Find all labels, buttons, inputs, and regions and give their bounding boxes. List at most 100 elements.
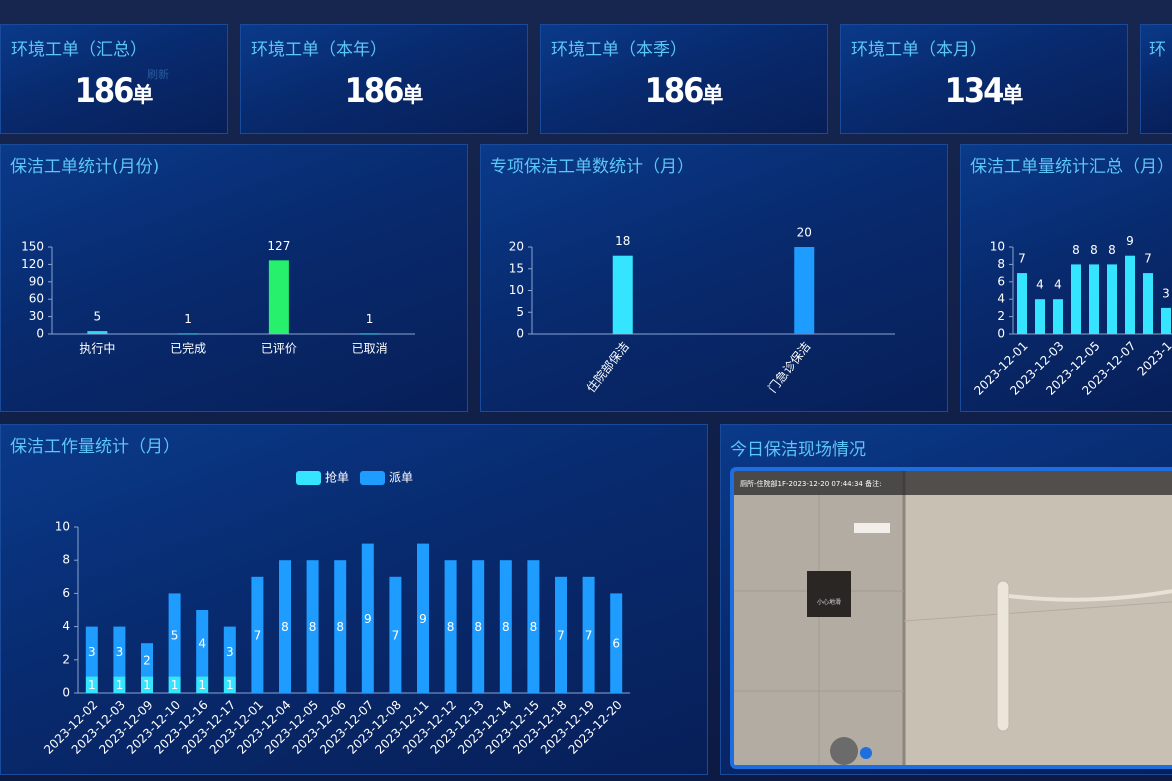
y-tick-label: 0 (997, 327, 1005, 341)
value-label: 7 (254, 628, 262, 642)
value-label: 5 (94, 310, 102, 324)
card: 环境工单（汇总） 刷新 186单 (0, 24, 228, 134)
bar (87, 331, 108, 334)
bar (268, 260, 289, 334)
y-tick-label: 6 (62, 586, 70, 600)
value-label: 1 (198, 678, 206, 692)
bar (1125, 255, 1135, 334)
value-label: 1 (88, 678, 96, 692)
bar-segment (417, 543, 429, 693)
y-tick-label: 10 (55, 520, 70, 534)
value-label: 1 (366, 312, 374, 326)
y-tick-label: 8 (62, 553, 70, 567)
y-tick-label: 150 (21, 240, 44, 254)
bar-segment (223, 626, 236, 677)
card-title: 环 (1149, 40, 1166, 60)
bar-segment (168, 593, 181, 677)
bar-segment (444, 560, 457, 693)
bar (359, 333, 380, 335)
value-label: 8 (309, 620, 317, 634)
card-title: 环境工单（本年） (251, 40, 387, 60)
card-unit: 单 (702, 83, 724, 107)
legend-label: 抢单 (325, 470, 349, 485)
chart-panel (960, 144, 1172, 412)
x-tick-label: 已评价 (261, 342, 297, 356)
chart-title: 保洁工作量统计（月） (10, 437, 180, 457)
value-label: 9 (419, 612, 427, 626)
legend-swatch (296, 471, 321, 485)
value-label: 3 (116, 645, 124, 659)
value-label: 7 (1144, 252, 1152, 266)
grab-bar (996, 580, 1010, 732)
card-value: 186单 (1, 71, 227, 111)
card-value: 134单 (841, 71, 1127, 111)
card-title: 环境工单（本月） (851, 40, 987, 60)
y-tick-label: 2 (997, 309, 1005, 323)
card-title: 环境工单（汇总） (11, 40, 147, 60)
bar-segment (527, 560, 540, 693)
chart-title: 保洁工单量统计汇总（月） (970, 157, 1172, 177)
value-label: 8 (502, 620, 510, 634)
bar-segment (196, 610, 209, 677)
value-label: 20 (797, 226, 812, 240)
x-tick-label: 2023-1 (1135, 339, 1172, 379)
valve (860, 747, 872, 759)
card-number: 186 (74, 71, 135, 111)
y-tick-label: 0 (516, 327, 524, 341)
y-tick-label: 2 (62, 652, 70, 666)
value-label: 7 (392, 628, 400, 642)
card-value: 186单 (541, 71, 827, 111)
bar-segment (499, 560, 512, 693)
value-label: 4 (1054, 278, 1062, 292)
bar-segment (168, 676, 181, 693)
legend-swatch (360, 471, 385, 485)
value-label: 7 (1018, 252, 1026, 266)
bar (1017, 273, 1027, 334)
tile-line (903, 601, 1172, 622)
value-label: 5 (171, 628, 179, 642)
x-tick-label: 执行中 (79, 341, 115, 356)
value-label: 8 (1108, 243, 1116, 257)
chart-panel (480, 144, 948, 412)
camera-frame: 小心地滑 厕所-住院部1F-2023-12-20 07:44:34 备注: (730, 467, 1172, 769)
value-label: 127 (267, 239, 290, 253)
value-label: 4 (1036, 278, 1044, 292)
bar-segment (85, 676, 98, 693)
bar-segment (389, 576, 402, 693)
bar (1071, 264, 1081, 334)
value-label: 8 (447, 620, 455, 634)
bar (1107, 264, 1117, 334)
bar-segment (610, 593, 623, 693)
bar (794, 247, 815, 334)
chart-panel (0, 144, 468, 412)
value-label: 4 (198, 637, 206, 651)
y-tick-label: 6 (997, 274, 1005, 288)
value-label: 1 (171, 678, 179, 692)
y-tick-label: 20 (509, 240, 524, 254)
value-label: 7 (585, 628, 593, 642)
bar-segment (555, 576, 567, 693)
value-label: 8 (474, 620, 482, 634)
bar-segment (306, 560, 319, 693)
card: 环境工单（本季） 186单 (540, 24, 828, 134)
x-tick-label: 已完成 (170, 341, 206, 356)
bar-segment (582, 576, 595, 693)
value-label: 8 (281, 620, 289, 634)
bar-segment (251, 576, 264, 693)
legend-label: 派单 (389, 471, 413, 485)
bar-segment (334, 560, 347, 693)
value-label: 7 (557, 628, 565, 642)
y-tick-label: 0 (62, 686, 70, 700)
bar (1089, 264, 1099, 334)
bar-segment (279, 560, 291, 693)
card: 环 (1140, 24, 1172, 134)
value-label: 1 (184, 312, 192, 326)
value-label: 18 (615, 234, 630, 248)
sign (807, 571, 851, 617)
value-label: 3 (1162, 286, 1170, 300)
y-tick-label: 5 (516, 305, 524, 319)
card-unit: 单 (402, 83, 424, 107)
value-label: 3 (226, 645, 234, 659)
refresh-button[interactable]: 刷新 (147, 68, 169, 81)
